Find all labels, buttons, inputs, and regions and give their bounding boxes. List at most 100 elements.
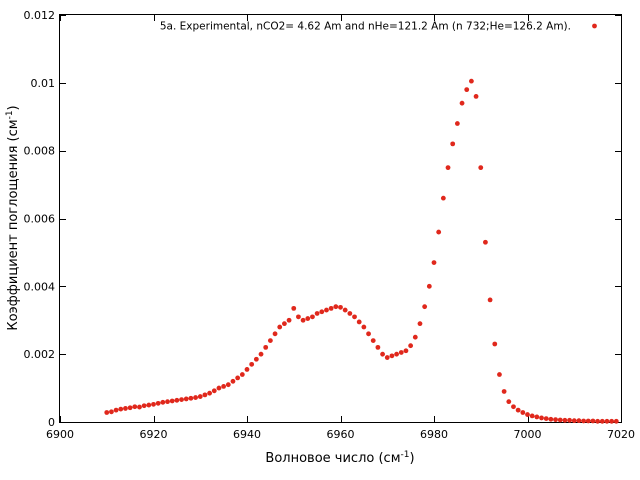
- y-axis-label-main: Коэффициент поглощения (см: [6, 119, 21, 330]
- data-point: [567, 417, 572, 423]
- data-point: [286, 317, 292, 323]
- y-tick-label: 0.004: [24, 280, 56, 293]
- data-point: [581, 418, 586, 424]
- data-point: [174, 397, 180, 403]
- data-point: [599, 418, 605, 424]
- data-point: [417, 321, 423, 327]
- data-point: [436, 229, 442, 235]
- data-point: [408, 343, 414, 349]
- x-axis-label-main: Волновое число (см: [265, 451, 400, 466]
- data-point: [282, 321, 287, 327]
- data-point: [342, 307, 348, 313]
- x-axis-label: Волновое число (см-1): [265, 450, 414, 466]
- data-point: [450, 141, 456, 147]
- x-tick-label: 6920: [140, 428, 168, 441]
- data-point: [469, 78, 474, 84]
- data-point: [440, 195, 446, 201]
- data-point: [394, 351, 399, 357]
- data-point: [188, 395, 194, 401]
- data-point: [454, 121, 460, 126]
- data-point: [296, 314, 301, 320]
- data-point: [328, 305, 334, 311]
- data-point: [576, 418, 582, 424]
- data-point: [132, 404, 138, 410]
- data-point: [338, 304, 343, 310]
- data-point: [613, 418, 619, 424]
- data-point: [179, 397, 184, 403]
- data-point: [183, 396, 189, 402]
- data-point: [604, 418, 610, 424]
- data-point: [277, 324, 283, 330]
- data-point: [244, 367, 250, 372]
- data-point: [422, 304, 428, 310]
- data-point: [426, 283, 432, 289]
- data-point: [216, 385, 222, 391]
- data-point: [478, 165, 484, 171]
- data-point: [151, 401, 156, 407]
- data-point: [155, 400, 161, 406]
- y-tick-label: 0.006: [24, 213, 56, 226]
- ticks-layer: 6900 6920 6940 6960 6980 7000 7020 0 0.002 0.004 0…: [24, 9, 636, 441]
- data-point: [141, 403, 147, 409]
- data-point: [324, 307, 329, 313]
- data-point: [235, 375, 241, 381]
- data-point: [127, 405, 133, 411]
- data-point: [202, 392, 208, 398]
- data-point: [553, 417, 558, 423]
- plot-frame: [59, 14, 622, 423]
- data-point: [123, 406, 128, 411]
- data-point: [557, 417, 563, 423]
- data-point: [445, 165, 451, 171]
- data-point: [263, 344, 269, 350]
- data-point: [511, 404, 516, 410]
- data-point: [207, 390, 213, 396]
- data-point: [380, 351, 385, 357]
- data-point: [211, 388, 217, 394]
- data-point: [534, 414, 540, 420]
- data-point: [361, 324, 367, 330]
- data-point: [431, 260, 437, 265]
- x-tick-label: 6960: [327, 428, 355, 441]
- y-axis-label-sup: -1: [5, 110, 15, 119]
- data-point: [239, 372, 245, 377]
- y-tick-label: 0.008: [24, 145, 56, 158]
- legend-label: 5a. Experimental, nCO2= 4.62 Am and nHe=…: [160, 21, 571, 33]
- data-point: [291, 305, 297, 311]
- data-point: [398, 350, 404, 355]
- data-point: [492, 341, 498, 347]
- x-tick-label: 6940: [233, 428, 261, 441]
- data-point: [412, 334, 418, 340]
- data-point: [525, 412, 530, 417]
- y-axis-label: Коэффициент поглощения (см-1): [5, 105, 21, 330]
- data-point: [520, 410, 526, 415]
- data-point: [225, 382, 231, 388]
- data-point: [590, 418, 596, 424]
- data-point: [314, 311, 320, 316]
- data-point: [384, 355, 390, 360]
- data-point: [258, 351, 264, 357]
- data-point: [356, 319, 362, 325]
- data-point: [366, 331, 371, 337]
- data-point: [169, 398, 175, 404]
- data-point: [197, 394, 203, 399]
- data-point: [548, 416, 554, 422]
- data-point: [543, 416, 549, 422]
- x-tick-label: 7020: [607, 428, 635, 441]
- data-point: [113, 407, 119, 413]
- data-point: [473, 94, 479, 99]
- data-point: [300, 317, 306, 323]
- data-point: [515, 407, 521, 413]
- data-point: [118, 406, 124, 412]
- points-layer: [104, 78, 619, 424]
- data-point: [562, 417, 568, 423]
- data-point: [146, 402, 152, 408]
- data-point: [483, 239, 488, 245]
- y-tick-label: 0.012: [24, 9, 56, 22]
- data-point: [193, 395, 198, 400]
- data-point: [104, 410, 110, 415]
- data-point: [267, 338, 273, 343]
- data-point: [137, 404, 142, 410]
- data-point: [109, 409, 114, 415]
- data-point: [347, 311, 353, 316]
